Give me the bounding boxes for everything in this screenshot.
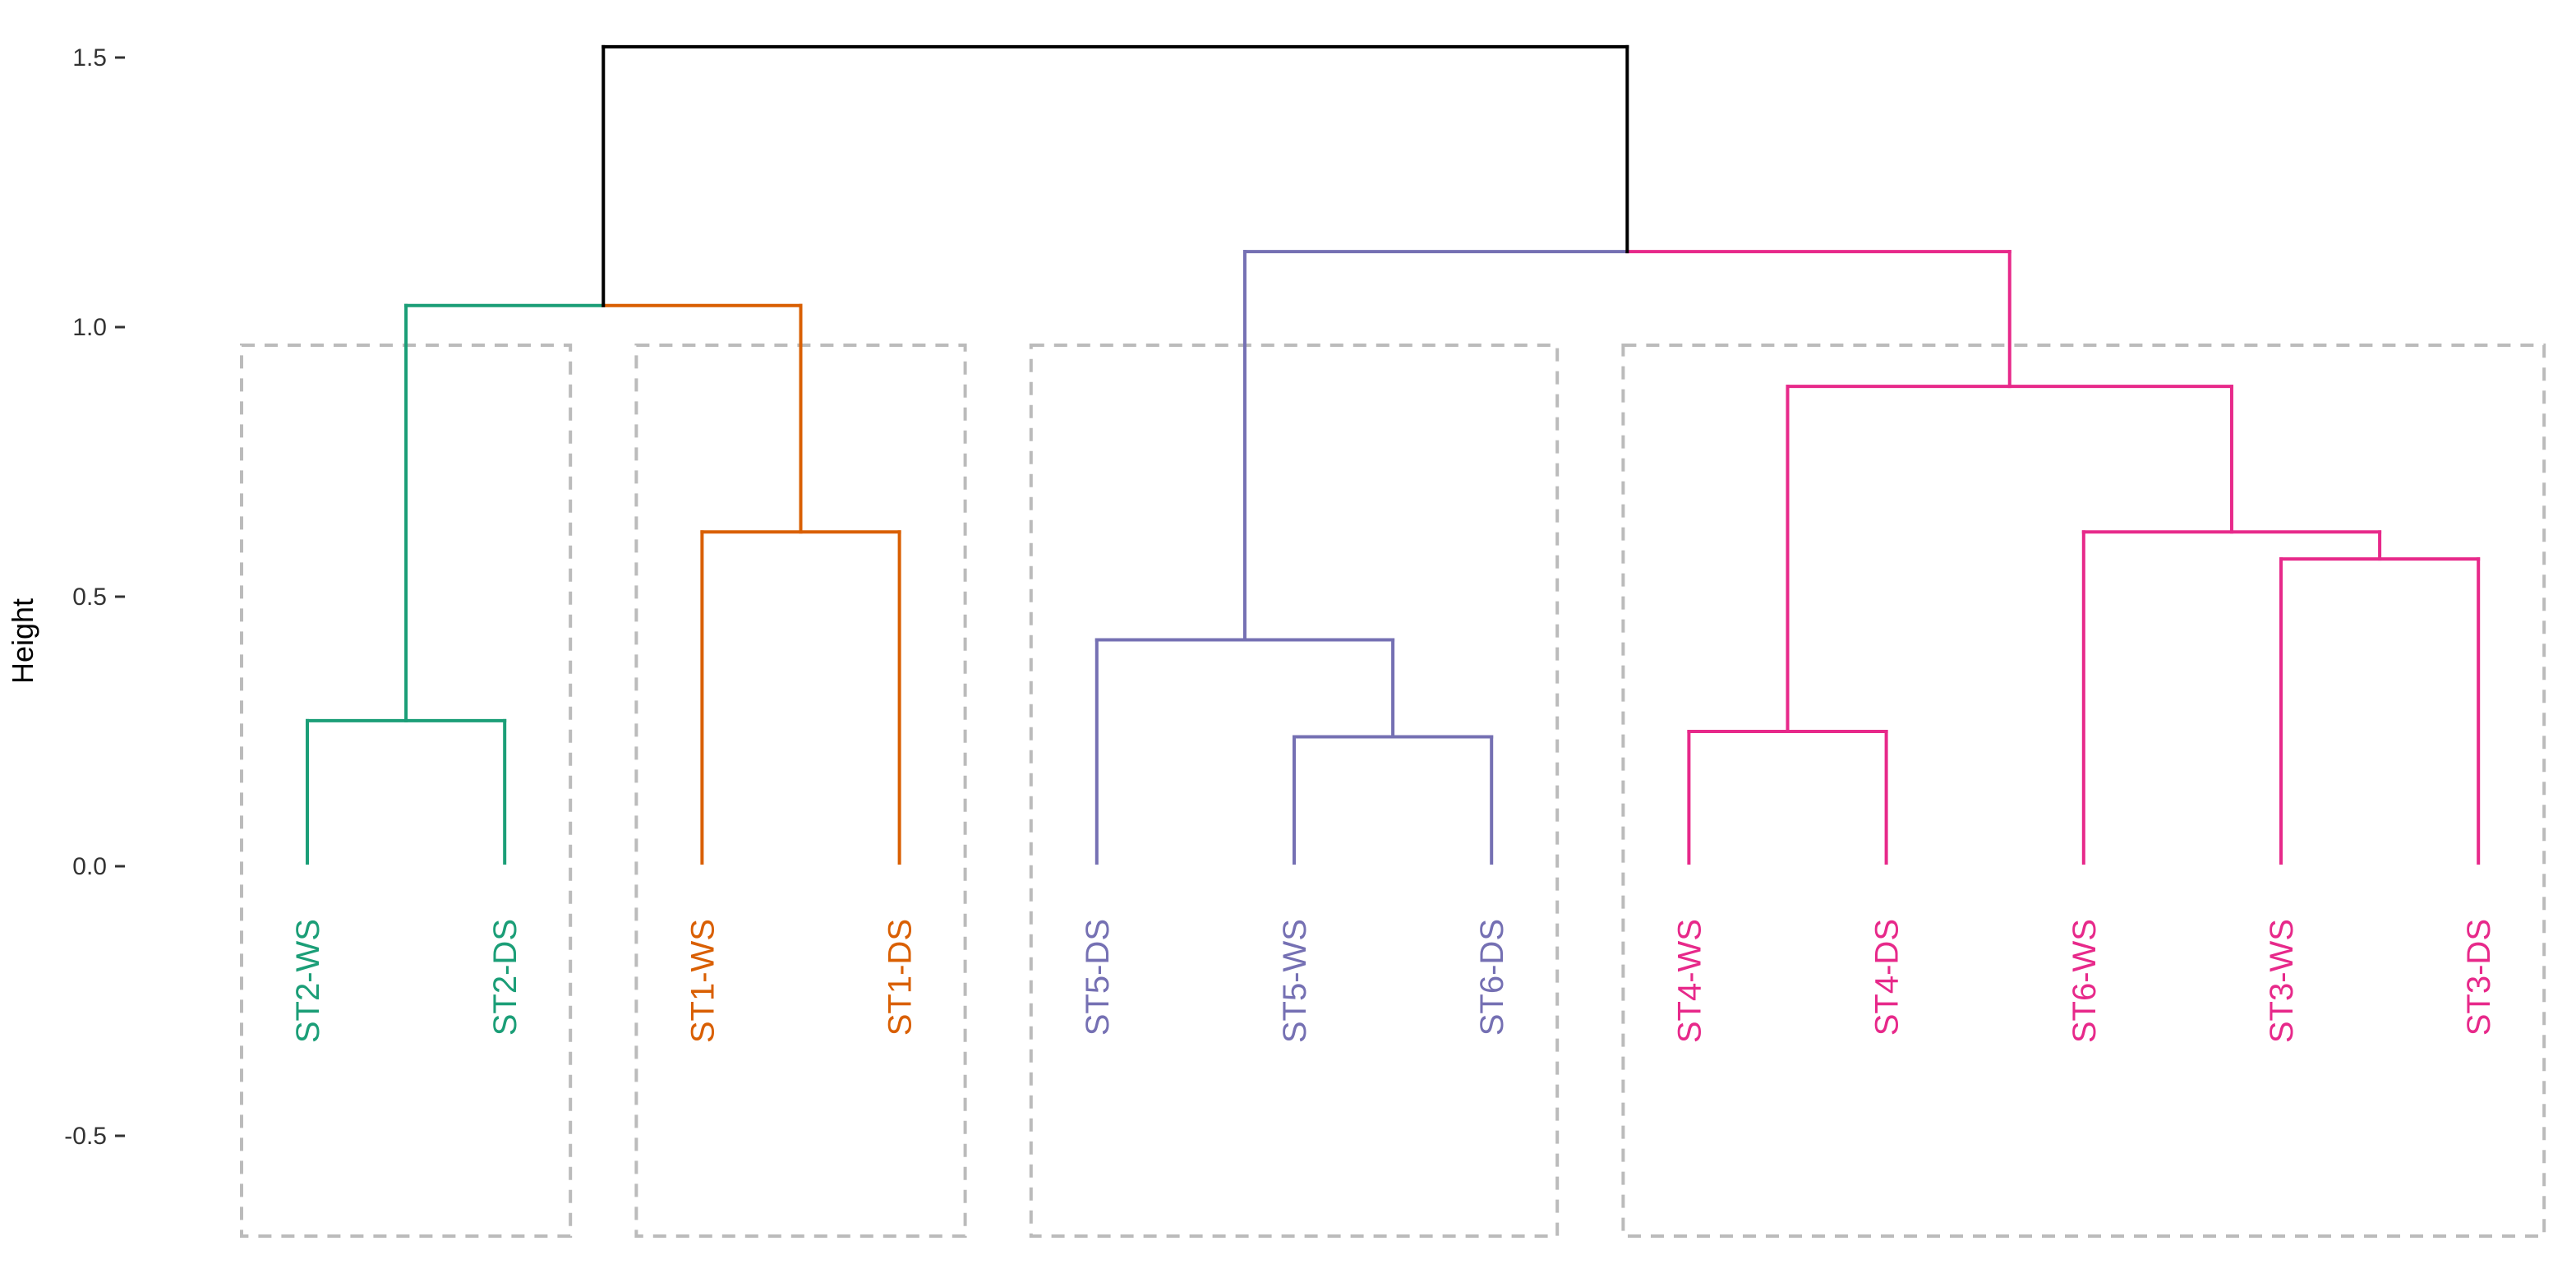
leaf-label: ST5-DS [1080, 919, 1116, 1036]
leaf-label: ST4-DS [1869, 919, 1906, 1036]
y-axis: 1.5 1.0 0.5 0.0 -0.5 [64, 44, 125, 1150]
leaf-label: ST6-WS [2067, 919, 2103, 1043]
cluster-boxes [240, 344, 2546, 1238]
leaf-labels: ST2-WS ST2-DS ST1-WS ST1-DS ST5-DS ST5-WS ST6-… [290, 919, 2497, 1043]
leaf-label: ST4-WS [1671, 919, 1707, 1043]
dendrogram-branches [306, 44, 2481, 865]
cluster-box [1621, 344, 2546, 1238]
leaf-label: ST1-WS [684, 919, 721, 1043]
cluster-box [1029, 344, 1560, 1238]
y-tick-label: 1.5 [72, 44, 107, 72]
leaf-label: ST3-DS [2461, 919, 2497, 1036]
y-axis-title: Height [6, 598, 39, 684]
leaf-label: ST5-WS [1277, 919, 1313, 1043]
leaf-label: ST6-DS [1474, 919, 1510, 1036]
leaf-label: ST2-DS [487, 919, 523, 1036]
y-tick-label: -0.5 [64, 1123, 107, 1150]
leaf-label: ST1-DS [882, 919, 919, 1036]
y-tick-label: 1.0 [72, 314, 107, 341]
leaf-label: ST3-WS [2264, 919, 2300, 1043]
y-tick-label: 0.0 [72, 853, 107, 880]
y-tick-label: 0.5 [72, 584, 107, 611]
leaf-label: ST2-WS [290, 919, 326, 1043]
